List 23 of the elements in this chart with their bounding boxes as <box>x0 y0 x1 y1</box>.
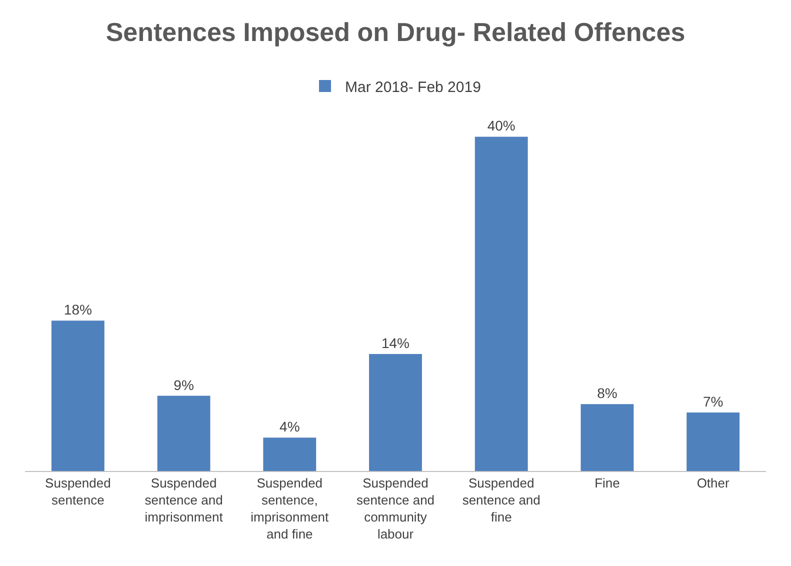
bar <box>580 404 634 471</box>
data-label: 18% <box>64 302 92 318</box>
x-tick-label: Suspended sentence <box>45 476 111 508</box>
x-tick-label: Suspended sentence and community labour <box>356 476 435 542</box>
bar <box>474 136 528 471</box>
bar <box>686 412 740 471</box>
x-tick-label: Suspended sentence and fine <box>462 476 540 524</box>
x-tick-label: Other <box>696 476 730 491</box>
data-label: 7% <box>702 394 724 410</box>
bar <box>263 438 316 471</box>
legend-label: Mar 2018- Feb 2019 <box>345 78 481 96</box>
data-label: 4% <box>280 418 300 435</box>
x-tick-label: Suspended sentence, imprisonment and fine <box>250 476 330 542</box>
chart-title: Sentences Imposed on Drug- Related Offences <box>106 16 686 47</box>
data-label: 8% <box>597 385 618 402</box>
data-label: 40% <box>487 118 516 134</box>
x-tick-label: Fine <box>594 476 620 491</box>
bar <box>157 396 210 471</box>
bar <box>369 354 422 471</box>
bar <box>51 320 104 471</box>
data-label: 14% <box>381 335 410 352</box>
data-label: 9% <box>174 376 194 393</box>
x-tick-label: Suspended sentence and imprisonment <box>144 476 224 524</box>
